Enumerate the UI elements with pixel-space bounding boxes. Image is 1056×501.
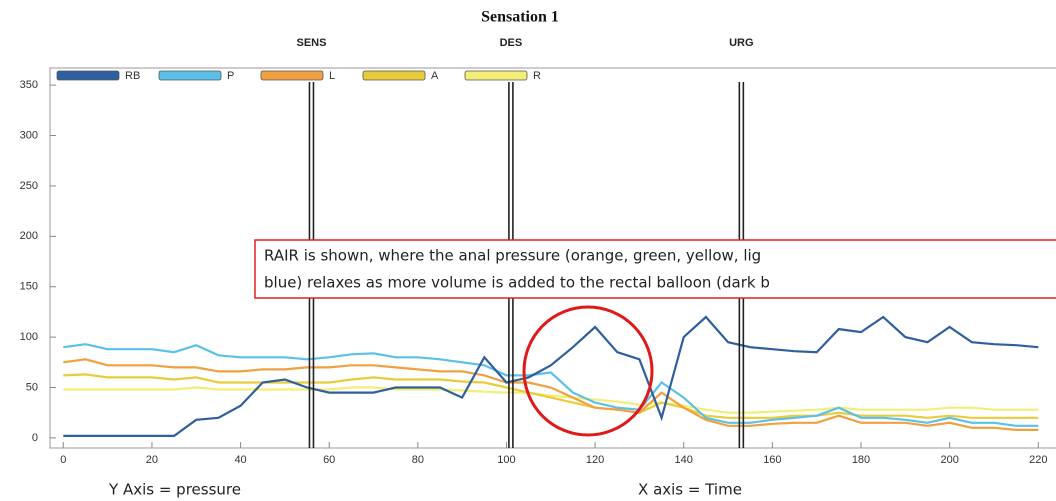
x-tick-label: 180 (852, 454, 870, 466)
y-axis-note: Y Axis = pressure (108, 481, 241, 499)
legend-label: A (431, 70, 439, 82)
x-tick-label: 80 (412, 454, 424, 466)
annotation-line: blue) relaxes as more volume is added to… (264, 274, 770, 292)
x-tick-label: 220 (1029, 454, 1047, 466)
legend-label: L (329, 70, 335, 82)
y-tick-label: 0 (32, 432, 38, 444)
legend-label: RB (125, 70, 140, 82)
y-tick-label: 350 (20, 79, 38, 91)
legend-label: R (533, 70, 541, 82)
x-tick-label: 140 (675, 454, 693, 466)
chart-title: Sensation 1 (481, 9, 559, 26)
plot-frame (49, 67, 1056, 449)
series-line (63, 343, 1039, 427)
x-tick-label: 20 (146, 454, 158, 466)
legend-swatch (158, 70, 222, 81)
annotation-box (254, 239, 1056, 299)
event-label: URG (729, 37, 753, 49)
y-tick-label: 250 (20, 180, 38, 192)
x-tick-label: 60 (323, 454, 335, 466)
legend-swatch (260, 70, 324, 81)
y-tick-label: 200 (20, 230, 38, 242)
x-tick-label: 200 (940, 454, 958, 466)
series-line (63, 373, 1039, 419)
y-tick-label: 100 (20, 331, 38, 343)
annotation-line: RAIR is shown, where the anal pressure (… (264, 247, 761, 265)
series-line (63, 386, 1039, 414)
x-tick-label: 120 (586, 454, 604, 466)
legend-label: P (227, 70, 234, 82)
x-tick-label: 160 (763, 454, 781, 466)
legend-swatch (464, 70, 528, 81)
event-label: DES (500, 37, 523, 49)
legend-swatch (362, 70, 426, 81)
legend-swatch (56, 70, 120, 81)
plot: 0 50 100 150 200 250 300 350 0 20 40 60 80 100 120 140 1… (20, 37, 1048, 466)
series-line (63, 358, 1039, 431)
highlight-circle (522, 305, 654, 437)
y-tick-label: 150 (20, 281, 38, 293)
x-tick-label: 40 (234, 454, 246, 466)
y-tick-label: 50 (26, 381, 38, 393)
x-tick-label: 100 (497, 454, 515, 466)
event-label: SENS (296, 37, 326, 49)
x-tick-label: 0 (60, 454, 66, 466)
x-axis-note: X axis = Time (638, 481, 742, 499)
y-tick-label: 300 (20, 129, 38, 141)
series-line (63, 315, 1039, 437)
